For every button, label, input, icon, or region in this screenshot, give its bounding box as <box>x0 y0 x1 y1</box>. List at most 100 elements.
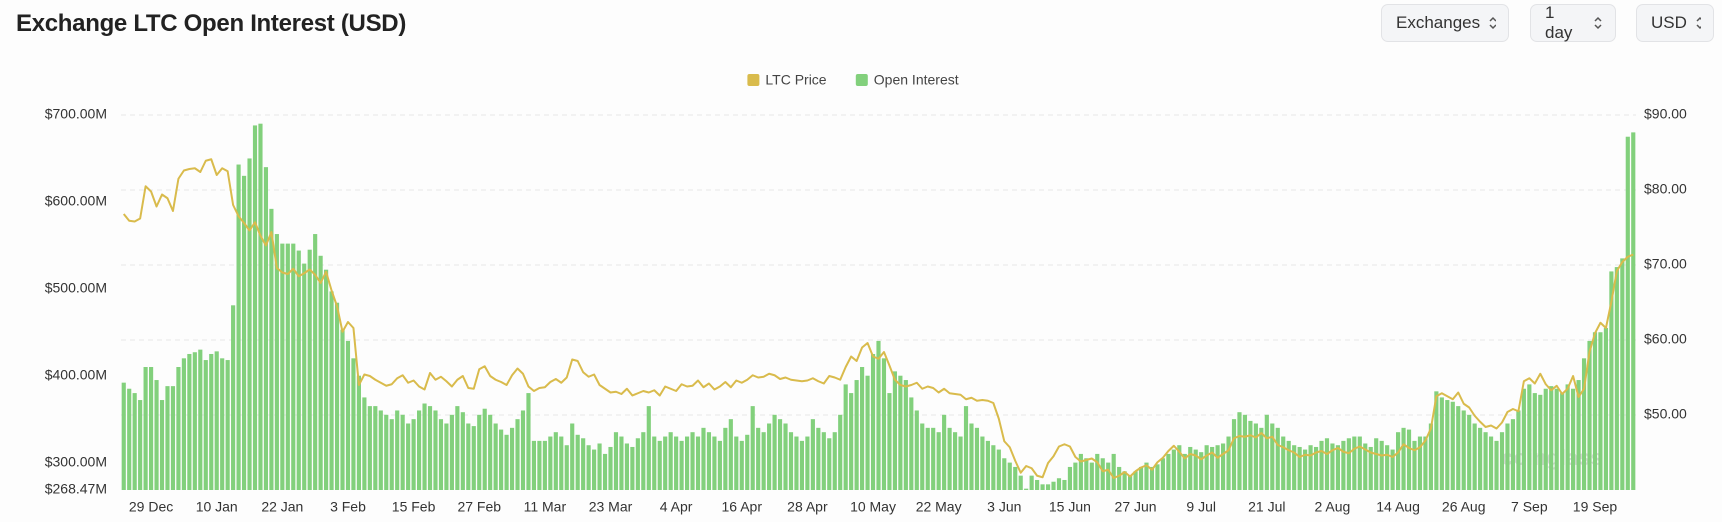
bar <box>898 375 903 490</box>
bar <box>1379 440 1384 490</box>
bar <box>854 380 859 490</box>
y-tick-label: $700.00M <box>45 106 107 122</box>
bar <box>788 432 794 490</box>
bar <box>340 329 345 490</box>
bar <box>280 243 285 490</box>
bar <box>132 393 137 490</box>
x-tick-label: 29 Dec <box>129 499 173 515</box>
bar <box>1609 271 1614 490</box>
bar <box>1428 423 1433 490</box>
bar <box>127 388 132 490</box>
bar <box>165 386 170 490</box>
bar <box>1461 410 1466 490</box>
bar <box>1199 452 1204 490</box>
bar <box>170 386 176 490</box>
bar <box>739 440 744 490</box>
y2-tick-label: $80.00 <box>1644 181 1687 197</box>
bar <box>1521 388 1526 490</box>
bar <box>220 358 225 490</box>
bar <box>1226 436 1231 490</box>
legend-swatch <box>855 74 868 86</box>
bar <box>203 360 208 490</box>
bar <box>564 445 569 490</box>
bar <box>1335 445 1341 490</box>
bar <box>1603 327 1608 490</box>
bar <box>1483 432 1488 490</box>
bar <box>832 432 837 490</box>
bar <box>455 406 460 490</box>
bar <box>198 349 203 490</box>
bar <box>969 423 974 490</box>
bar <box>1220 443 1226 490</box>
bar <box>1242 414 1248 490</box>
currency-select[interactable]: USD <box>1636 4 1714 42</box>
bar <box>329 291 334 490</box>
x-tick-label: 27 Jun <box>1115 499 1157 515</box>
bar <box>356 375 361 490</box>
bar <box>952 432 958 490</box>
bar <box>920 423 925 490</box>
bar <box>756 427 761 490</box>
bar <box>1045 484 1051 490</box>
bar <box>849 393 854 490</box>
bar <box>1538 394 1543 490</box>
bar <box>1319 440 1324 490</box>
legend-label: LTC Price <box>765 72 826 88</box>
bar <box>318 255 323 490</box>
bar <box>1095 453 1100 490</box>
bar <box>1231 419 1237 490</box>
bar <box>553 432 558 490</box>
bar <box>1122 471 1127 490</box>
chevron-icon <box>1489 16 1496 30</box>
bar <box>1078 453 1083 490</box>
x-tick-label: 16 Apr <box>722 499 763 515</box>
bar <box>1456 406 1461 490</box>
bar <box>559 436 564 490</box>
exchange-select[interactable]: Exchanges <box>1381 4 1509 42</box>
bar <box>909 397 914 490</box>
bar <box>334 302 340 490</box>
bar <box>542 440 547 490</box>
bar <box>1204 445 1209 490</box>
bar <box>444 423 449 490</box>
bar <box>695 436 701 490</box>
x-tick-label: 15 Feb <box>392 499 436 515</box>
x-tick-label: 22 May <box>916 499 962 515</box>
bar <box>1292 445 1297 490</box>
bar <box>1297 446 1302 490</box>
bar <box>1062 479 1067 490</box>
x-tick-label: 23 Mar <box>589 499 633 515</box>
bar <box>149 367 154 490</box>
x-tick-label: 9 Jul <box>1186 499 1216 515</box>
bar <box>761 432 766 490</box>
x-tick-label: 11 Mar <box>524 499 567 515</box>
bar <box>1434 391 1439 490</box>
interval-select[interactable]: 1 day <box>1530 3 1616 42</box>
x-tick-label: 28 Apr <box>787 499 828 515</box>
bar <box>209 353 214 490</box>
x-tick-label: 21 Jul <box>1248 499 1285 515</box>
bar <box>482 408 487 490</box>
bar <box>548 436 553 490</box>
bar <box>1385 445 1390 490</box>
bar <box>258 123 263 491</box>
bar <box>1390 449 1395 490</box>
bar <box>794 436 799 490</box>
bar <box>1571 388 1576 490</box>
chart-title: Exchange LTC Open Interest (USD) <box>16 10 407 37</box>
bar <box>602 453 608 490</box>
x-tick-label: 19 Sep <box>1573 499 1618 515</box>
bar <box>1439 397 1444 490</box>
bar <box>619 436 624 490</box>
bar <box>362 397 367 490</box>
bar <box>1029 475 1034 490</box>
bar <box>373 406 378 490</box>
bar <box>592 449 597 490</box>
bar <box>827 438 832 490</box>
x-tick-label: 10 May <box>850 499 896 515</box>
bar <box>345 340 351 490</box>
bar <box>1313 446 1319 490</box>
bar <box>991 445 996 490</box>
x-tick-label: 3 Feb <box>330 499 366 515</box>
